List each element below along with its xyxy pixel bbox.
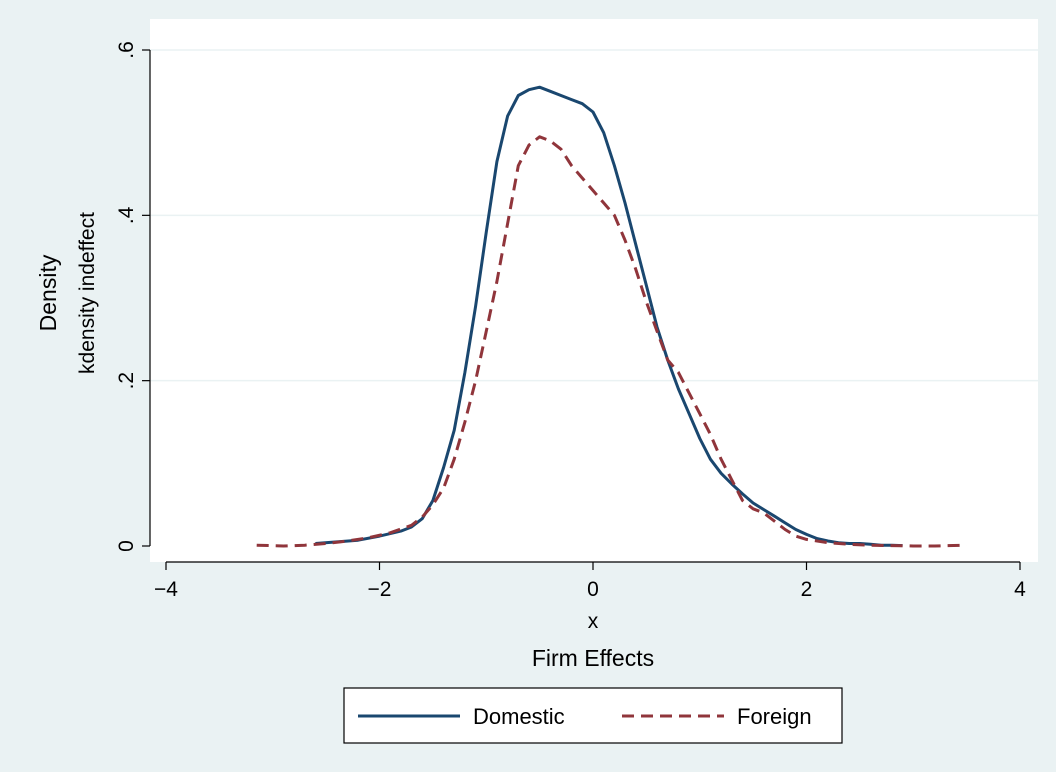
grid-lines (150, 49, 1038, 382)
y-axis: 0 .2 .4 .6 (115, 41, 151, 552)
y-axis-title: Density (35, 254, 61, 331)
series-line-domestic (315, 85, 903, 548)
legend: Domestic Foreign (343, 687, 843, 744)
x-tick-label: 2 (801, 578, 813, 601)
series-layer (256, 85, 967, 548)
y-tick-label: 0 (115, 540, 138, 552)
x-axis-subtitle: Firm Effects (532, 645, 654, 671)
y-tick-label: .2 (115, 372, 138, 390)
x-axis: −4 −2 0 2 4 (154, 561, 1026, 601)
x-tick-label: −2 (368, 578, 392, 601)
y-tick-label: .6 (115, 41, 138, 59)
x-tick-label: 0 (587, 578, 599, 601)
plot-area (150, 19, 1038, 562)
legend-label-foreign: Foreign (737, 704, 812, 729)
x-axis-title: x (588, 610, 599, 633)
x-tick-label: −4 (154, 578, 178, 601)
legend-label-domestic: Domestic (473, 704, 565, 729)
y-tick-label: .4 (115, 206, 138, 224)
y-axis-subtitle: kdensity indeffect (76, 212, 99, 374)
series-line-foreign (256, 135, 967, 548)
x-tick-label: 4 (1014, 578, 1026, 601)
